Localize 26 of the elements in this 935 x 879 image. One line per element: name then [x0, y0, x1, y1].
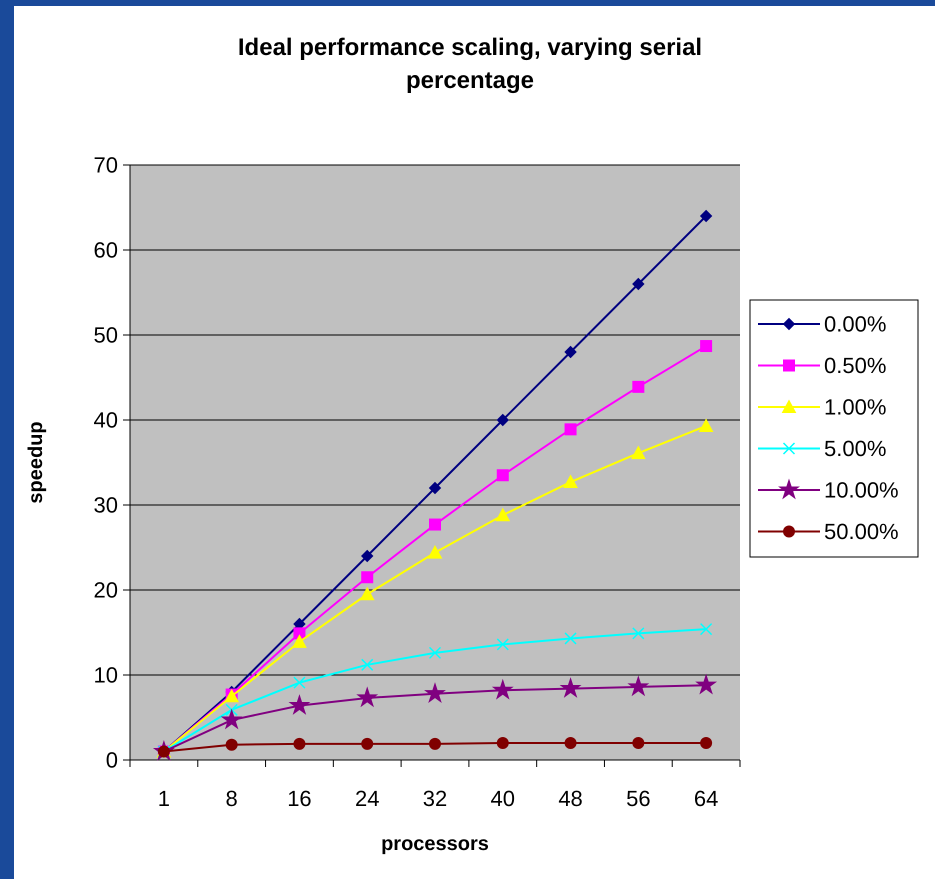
y-tick-label: 60 — [94, 238, 118, 263]
x-tick-label: 32 — [422, 786, 448, 811]
x-tick-label: 16 — [287, 786, 312, 811]
y-tick-label: 0 — [106, 748, 118, 773]
legend-label: 1.00% — [824, 394, 886, 420]
y-tick-label: 10 — [94, 662, 118, 688]
legend-label: 50.00% — [824, 519, 899, 544]
legend-label: 10.00% — [824, 478, 899, 503]
y-tick-label: 70 — [94, 152, 118, 178]
x-tick-label: 40 — [490, 786, 516, 811]
x-tick-label: 56 — [626, 786, 651, 811]
legend-label: 0.50% — [824, 353, 886, 378]
y-tick-label: 50 — [94, 322, 118, 348]
y-tick-label: 40 — [94, 408, 118, 433]
x-tick-label: 8 — [226, 786, 238, 811]
x-tick-label: 64 — [694, 786, 718, 811]
legend-label: 0.00% — [824, 312, 886, 337]
x-tick-label: 48 — [558, 786, 583, 811]
y-axis-title: speedup — [25, 421, 47, 504]
x-axis-title: processors — [381, 833, 489, 855]
x-tick-label: 1 — [158, 786, 170, 811]
x-tick-label: 24 — [354, 786, 380, 811]
y-tick-label: 20 — [94, 578, 118, 603]
y-tick-label: 30 — [94, 492, 118, 518]
chart-title: Ideal performance scaling, varying serial percentage — [238, 34, 702, 94]
legend-label: 5.00% — [824, 436, 886, 462]
